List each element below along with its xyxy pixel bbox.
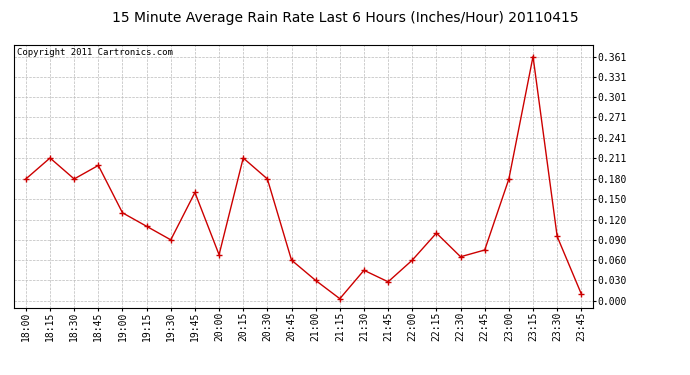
Text: 15 Minute Average Rain Rate Last 6 Hours (Inches/Hour) 20110415: 15 Minute Average Rain Rate Last 6 Hours… (112, 11, 578, 25)
Text: Copyright 2011 Cartronics.com: Copyright 2011 Cartronics.com (17, 48, 172, 57)
